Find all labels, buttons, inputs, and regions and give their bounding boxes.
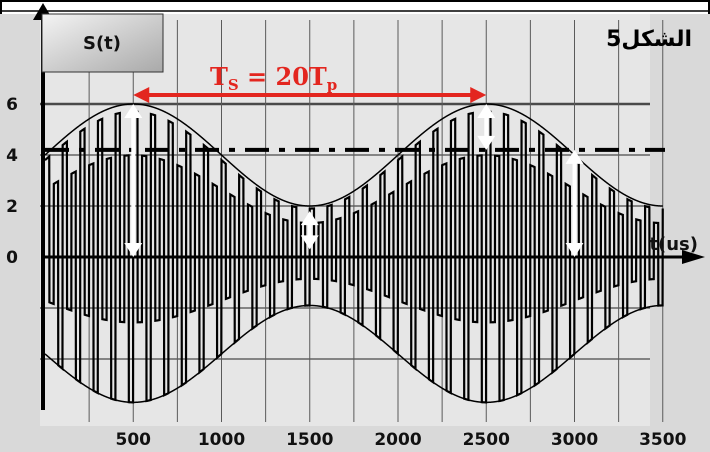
measure-arrow-head-bottom [565, 243, 584, 257]
x-tick-label: 3000 [551, 430, 598, 450]
measure-arrow [477, 104, 496, 150]
figure-label: الشكل5 [606, 27, 692, 52]
lower-envelope [44, 304, 663, 404]
period-annotation: TS = 20Tp [133, 62, 487, 103]
x-tick-label: 1500 [286, 430, 333, 450]
x-tick-label: 500 [116, 430, 152, 450]
measure-arrow-head-top [477, 104, 496, 118]
annotation-arrow-left [133, 87, 150, 103]
upper-envelope [44, 103, 663, 207]
y-tick-label: 0 [6, 248, 18, 268]
chart-title: S(t) [83, 33, 121, 54]
annotation-arrow-right [470, 87, 487, 103]
x-tick-label: 1000 [198, 430, 245, 450]
annotation-text: TS = 20Tp [210, 62, 337, 94]
measure-arrow-head-bottom [477, 135, 496, 150]
x-axis-arrowhead [682, 250, 705, 264]
measure-arrow-head-top [300, 211, 319, 226]
measure-arrow [124, 104, 143, 257]
y-tick-label: 4 [6, 146, 18, 166]
measure-arrow [565, 149, 584, 257]
tick-labels: 0 2 4 6 500 1000 1500 2000 2500 3000 3500 [6, 95, 686, 450]
signal-series [44, 103, 664, 404]
title-box [41, 13, 164, 73]
x-tick-label: 2000 [374, 430, 421, 450]
y-tick-label: 6 [6, 95, 18, 115]
measure-arrow-head-bottom [124, 243, 143, 257]
measure-arrow-head-top [565, 149, 584, 164]
y-tick-label: 2 [6, 197, 18, 217]
measure-arrows [124, 104, 584, 257]
x-axis-label: t(us) [649, 234, 698, 255]
x-tick-label: 3500 [639, 430, 686, 450]
measure-arrow-head-bottom [300, 235, 319, 250]
measure-arrow-head-top [124, 104, 143, 118]
x-tick-label: 2500 [463, 430, 510, 450]
measure-arrow [300, 211, 319, 250]
